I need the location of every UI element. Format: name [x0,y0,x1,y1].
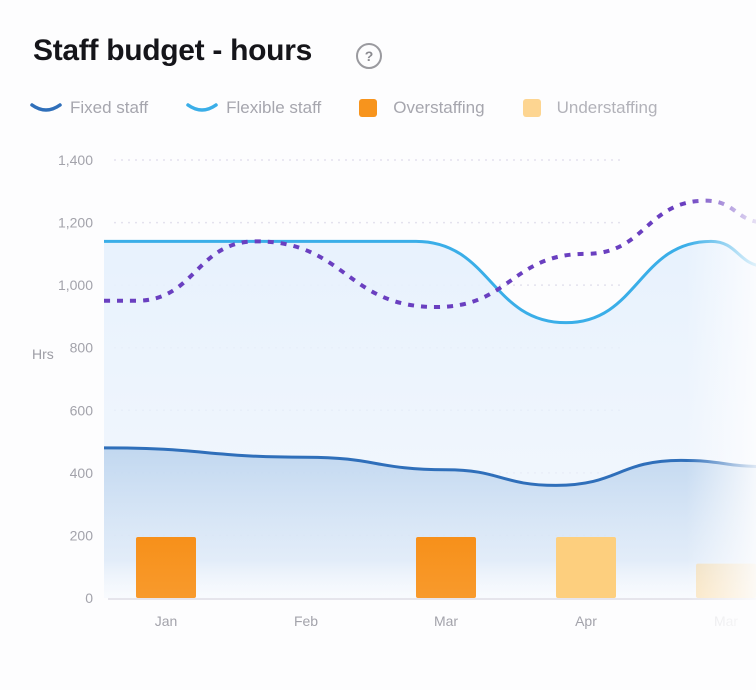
fixed-staff-line-icon [30,103,62,112]
y-tick-label: 800 [70,340,94,356]
overstaffing-bar [416,536,476,598]
legend-label: Understaffing [556,98,658,117]
understaffing-bar [556,536,616,598]
y-tick-label: 1,000 [58,277,93,293]
y-tick-label: 200 [70,527,94,543]
chart-legend: Fixed staff Flexible staff Overstaffing … [30,96,695,120]
y-axis-label: Hrs [32,346,54,362]
x-tick-label: Jan [155,613,178,629]
question-circle-icon[interactable]: ? [356,43,382,69]
x-tick-label: Apr [575,613,597,629]
y-tick-label: 1,400 [58,152,93,168]
x-tick-label: Mar [714,613,738,629]
legend-label: Flexible staff [226,98,322,117]
legend-item-flexible-staff[interactable]: Flexible staff [186,98,321,118]
understaffing-swatch-icon [522,99,541,117]
legend-item-understaffing[interactable]: Understaffing [522,98,658,118]
chart-plot: 0 200 400 600 800 1,000 1,200 1,400 Jan Feb Mar Apr… [32,152,756,629]
overstaffing-bar [136,536,196,598]
legend-item-fixed-staff[interactable]: Fixed staff [30,98,148,118]
overstaffing-swatch-icon [359,99,378,117]
fixed-staff-line [103,446,756,487]
legend-item-overstaffing[interactable]: Overstaffing [359,98,485,118]
legend-label: Fixed staff [70,98,149,117]
x-tick-label: Mar [434,613,458,629]
y-tick-label: 400 [70,465,94,481]
chart-title: Staff budget - hours [33,34,312,67]
budget-dotted-line [104,198,756,310]
y-tick-label: 600 [70,402,94,418]
understaffing-bar [696,563,756,598]
y-tick-label: 1,200 [58,215,93,231]
legend-label: Overstaffing [393,98,485,117]
flexible-staff-line-icon [186,103,218,112]
y-tick-label: 0 [85,590,93,606]
x-tick-label: Feb [294,613,318,629]
